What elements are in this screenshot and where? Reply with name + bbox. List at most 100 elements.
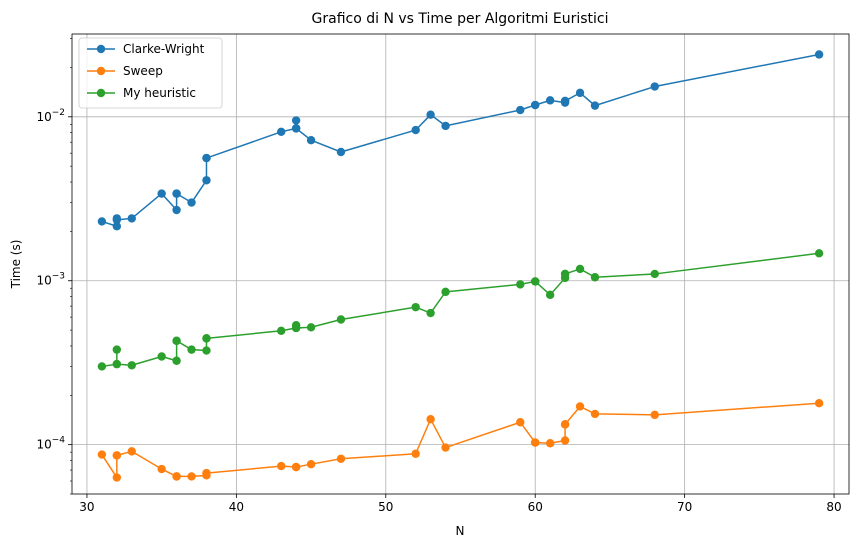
data-point-sweep bbox=[157, 464, 166, 474]
data-point-clarke-wright bbox=[560, 96, 570, 106]
x-tick-label: 80 bbox=[826, 500, 841, 514]
legend-marker-clarke-wright bbox=[96, 44, 106, 54]
data-point-sweep bbox=[560, 436, 570, 445]
y-tick-label: 10−4 bbox=[36, 436, 65, 452]
data-point-my-heuristic bbox=[441, 287, 450, 297]
data-point-my-heuristic bbox=[590, 273, 600, 282]
data-point-sweep bbox=[172, 472, 181, 481]
data-point-clarke-wright bbox=[411, 125, 420, 135]
data-point-my-heuristic bbox=[411, 302, 420, 312]
data-point-my-heuristic bbox=[516, 280, 525, 289]
data-point-my-heuristic bbox=[127, 361, 136, 370]
data-point-clarke-wright bbox=[127, 214, 136, 223]
data-point-clarke-wright bbox=[276, 127, 286, 137]
data-point-clarke-wright bbox=[516, 105, 525, 115]
data-point-clarke-wright bbox=[575, 88, 585, 98]
data-point-my-heuristic bbox=[172, 336, 181, 346]
data-point-clarke-wright bbox=[814, 50, 824, 59]
data-point-clarke-wright bbox=[306, 135, 316, 145]
data-point-my-heuristic bbox=[336, 315, 346, 324]
x-tick-label: 60 bbox=[528, 500, 543, 514]
data-point-clarke-wright bbox=[291, 116, 301, 125]
data-point-sweep bbox=[590, 409, 600, 419]
data-point-sweep bbox=[575, 402, 585, 411]
data-point-my-heuristic bbox=[814, 249, 824, 258]
data-point-clarke-wright bbox=[650, 82, 659, 91]
data-point-sweep bbox=[516, 418, 525, 427]
data-point-sweep bbox=[560, 420, 570, 429]
data-point-clarke-wright bbox=[112, 215, 122, 225]
data-point-sweep bbox=[187, 472, 196, 481]
legend-label-sweep: Sweep bbox=[123, 64, 163, 78]
x-axis-label: N bbox=[456, 524, 465, 538]
data-point-my-heuristic bbox=[157, 352, 166, 361]
data-point-sweep bbox=[97, 450, 107, 459]
data-point-clarke-wright bbox=[545, 96, 555, 105]
data-point-my-heuristic bbox=[531, 277, 540, 286]
data-point-clarke-wright bbox=[157, 189, 166, 198]
data-point-clarke-wright bbox=[590, 101, 600, 110]
data-point-sweep bbox=[127, 447, 136, 456]
x-tick-label: 50 bbox=[378, 500, 393, 514]
data-point-clarke-wright bbox=[531, 100, 540, 110]
data-point-sweep bbox=[112, 473, 122, 482]
data-point-my-heuristic bbox=[172, 356, 181, 365]
grid-lines bbox=[72, 34, 849, 494]
data-point-my-heuristic bbox=[276, 326, 286, 335]
data-point-sweep bbox=[291, 462, 301, 472]
data-point-clarke-wright bbox=[202, 153, 211, 163]
data-point-sweep bbox=[545, 439, 555, 448]
data-point-clarke-wright bbox=[172, 205, 181, 215]
y-tick-base: 10 bbox=[36, 274, 51, 288]
x-tick-label: 70 bbox=[677, 500, 692, 514]
data-point-sweep bbox=[202, 468, 211, 478]
y-tick-label: 10−2 bbox=[36, 108, 65, 124]
legend-label-my-heuristic: My heuristic bbox=[123, 86, 196, 100]
data-point-sweep bbox=[112, 451, 122, 460]
x-tick-label: 30 bbox=[79, 500, 94, 514]
data-point-my-heuristic bbox=[291, 323, 301, 333]
y-tick-base: 10 bbox=[36, 110, 51, 124]
legend-marker-sweep bbox=[96, 66, 106, 76]
data-point-clarke-wright bbox=[97, 217, 107, 226]
data-point-sweep bbox=[531, 438, 540, 447]
data-point-sweep bbox=[336, 454, 346, 463]
plot-frame bbox=[71, 33, 850, 495]
data-point-clarke-wright bbox=[112, 222, 122, 231]
data-point-sweep bbox=[426, 414, 435, 424]
data-point-my-heuristic bbox=[112, 359, 122, 369]
data-point-clarke-wright bbox=[187, 198, 196, 207]
data-point-my-heuristic bbox=[202, 334, 211, 343]
legend-label-clarke-wright: Clarke-Wright bbox=[123, 42, 205, 56]
data-point-my-heuristic bbox=[575, 264, 585, 274]
data-point-sweep bbox=[276, 461, 286, 471]
y-axis-label: Time (s) bbox=[9, 240, 23, 290]
x-tick-label: 40 bbox=[229, 500, 244, 514]
data-point-my-heuristic bbox=[426, 308, 435, 318]
y-tick-exponent: −3 bbox=[52, 272, 65, 282]
data-point-sweep bbox=[814, 399, 824, 408]
data-point-sweep bbox=[441, 443, 450, 452]
y-tick-exponent: −2 bbox=[52, 108, 65, 118]
y-tick-label: 10−3 bbox=[36, 272, 65, 288]
data-point-clarke-wright bbox=[336, 147, 346, 157]
data-point-sweep bbox=[411, 449, 420, 458]
data-points bbox=[97, 50, 824, 482]
data-point-sweep bbox=[306, 459, 316, 469]
data-point-my-heuristic bbox=[97, 362, 107, 371]
data-point-clarke-wright bbox=[426, 110, 435, 119]
data-point-my-heuristic bbox=[650, 269, 659, 279]
data-point-clarke-wright bbox=[441, 121, 450, 131]
legend-box bbox=[78, 37, 223, 109]
data-point-my-heuristic bbox=[112, 345, 122, 354]
y-tick-base: 10 bbox=[36, 438, 51, 452]
y-tick-exponent: −4 bbox=[52, 436, 66, 446]
data-point-my-heuristic bbox=[202, 346, 211, 355]
x-axis-ticks: 30 40 50 60 70 80 bbox=[79, 494, 842, 514]
data-point-my-heuristic bbox=[560, 269, 570, 279]
data-point-sweep bbox=[650, 410, 659, 420]
legend-marker-my-heuristic bbox=[96, 88, 106, 98]
legend: Clarke-Wright Sweep My heuristic bbox=[78, 37, 223, 109]
data-point-clarke-wright bbox=[172, 189, 181, 198]
